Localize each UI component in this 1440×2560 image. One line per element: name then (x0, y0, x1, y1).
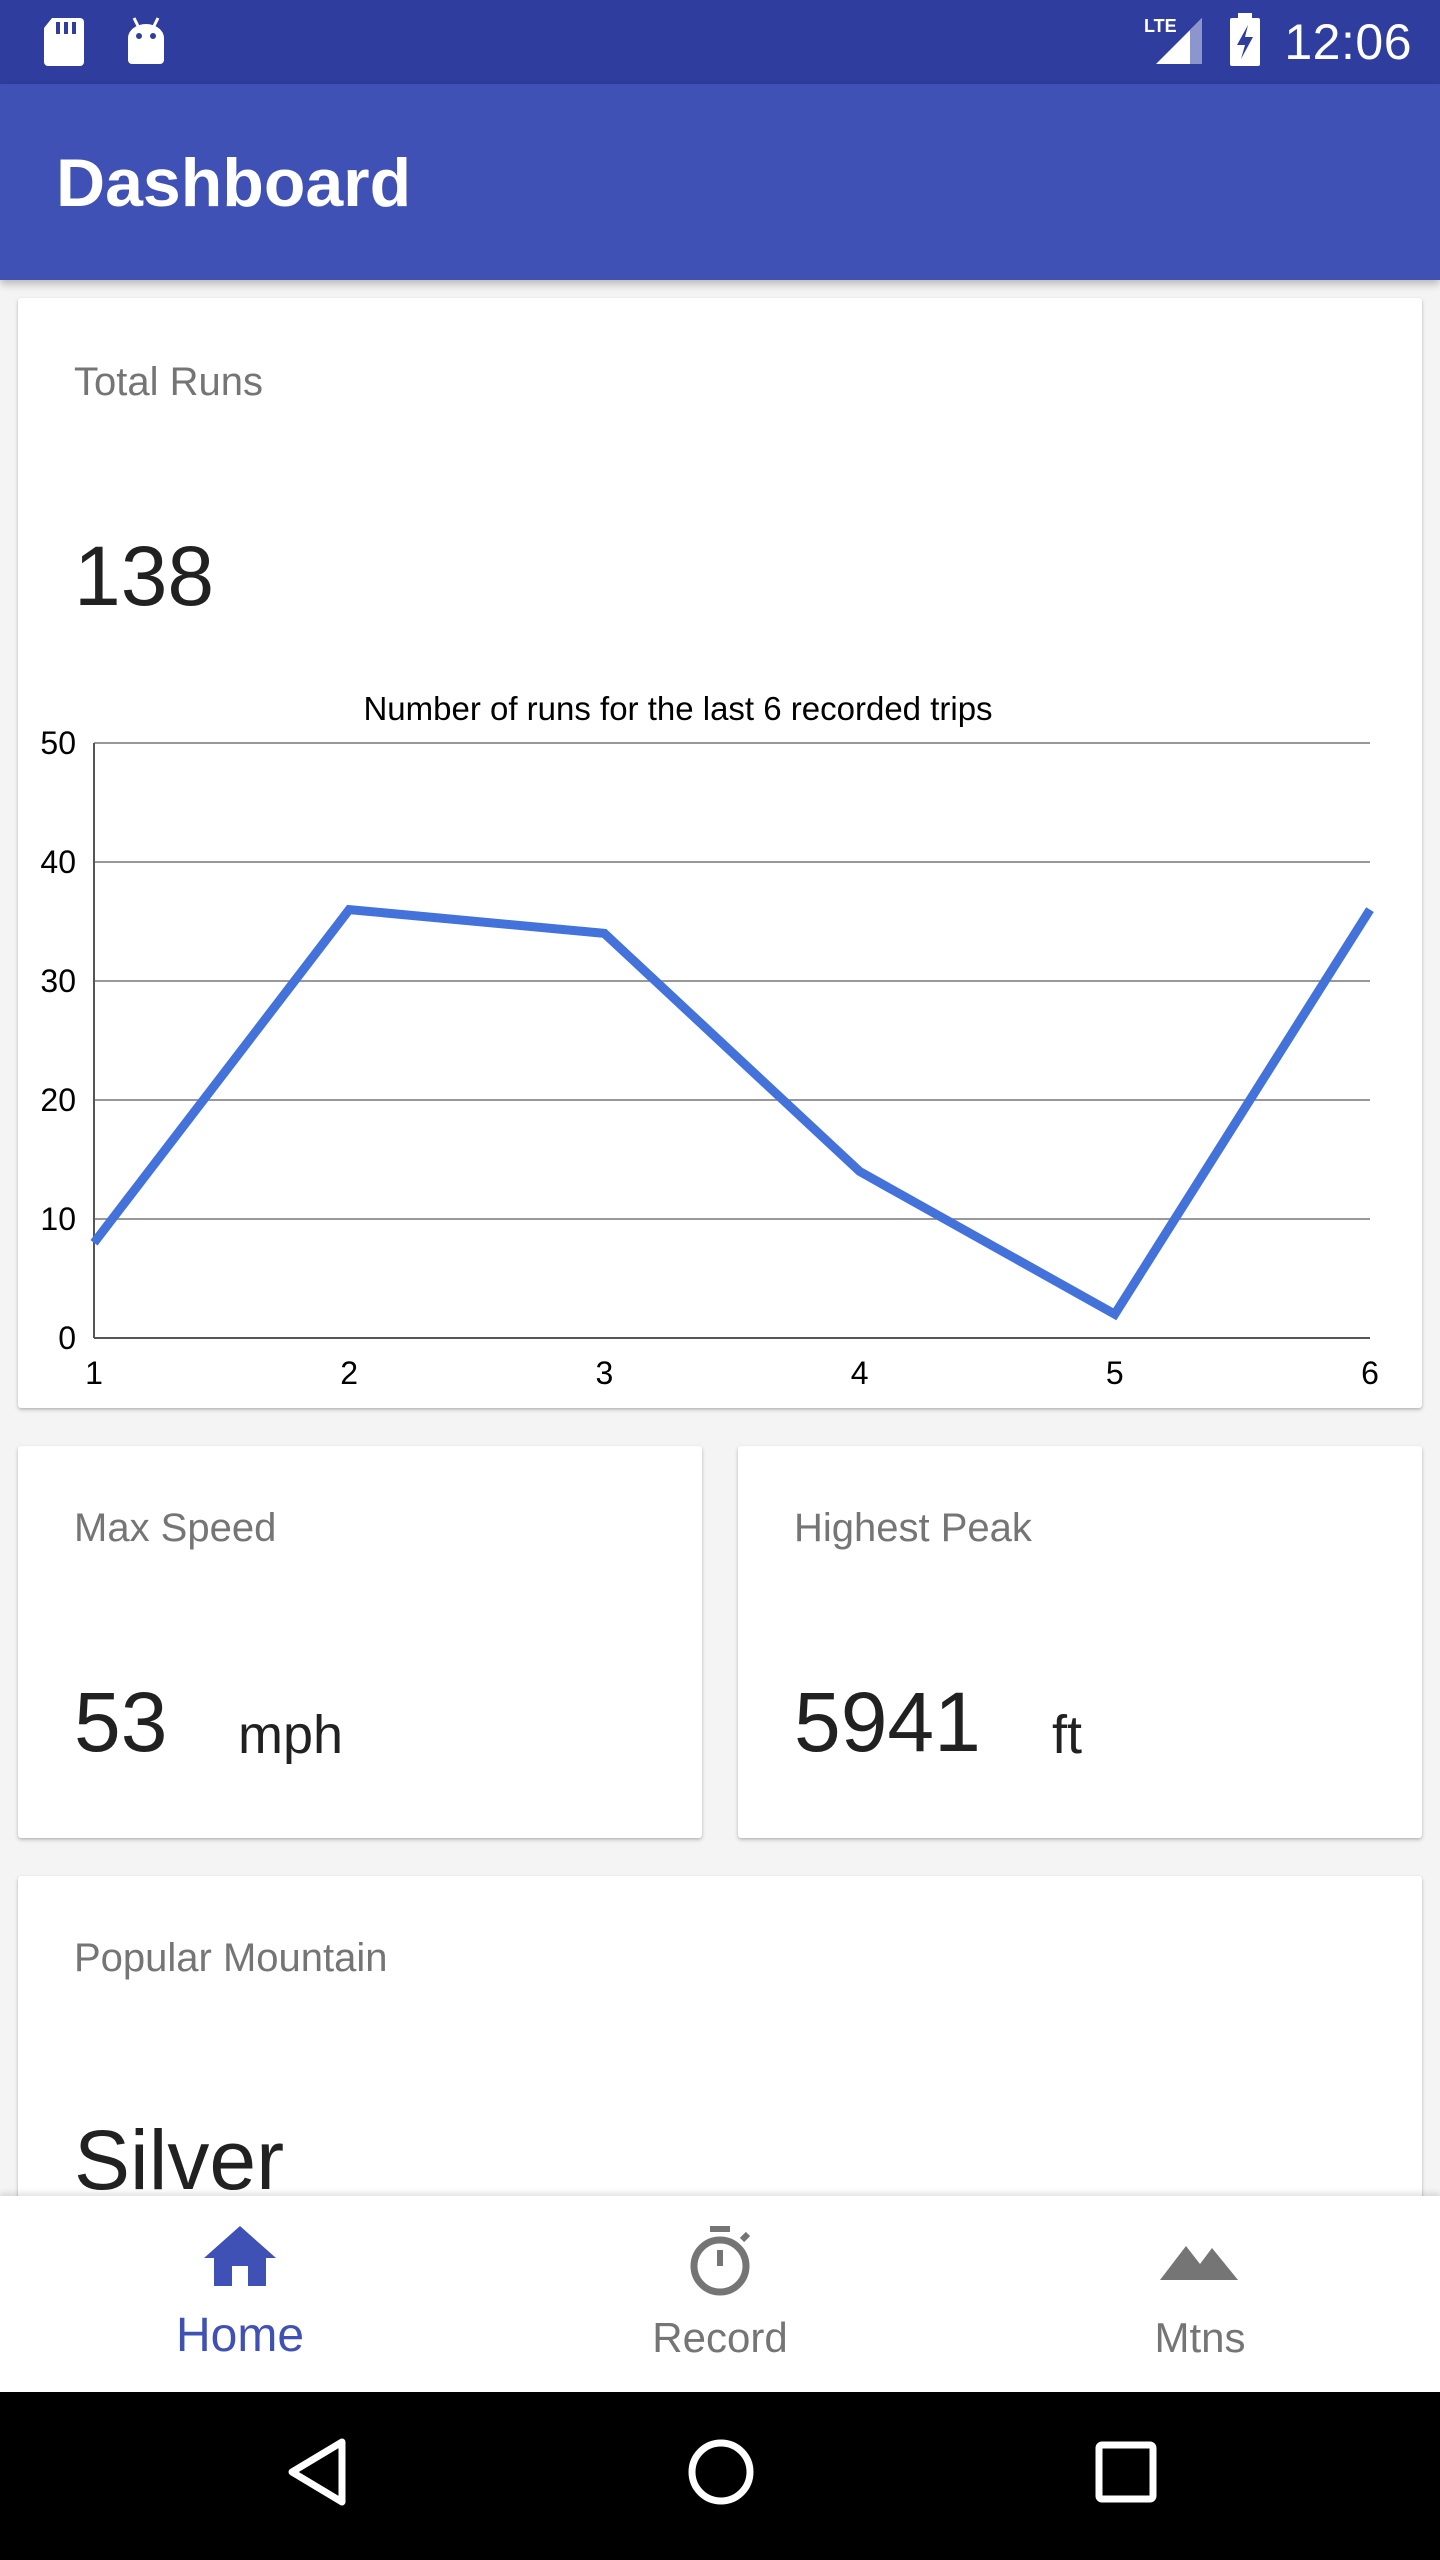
highest-peak-label: Highest Peak (794, 1506, 1032, 1550)
status-bar: LTE 12:06 (0, 0, 1440, 84)
chart-ytick-label: 30 (40, 963, 76, 999)
max-speed-unit: mph (238, 1705, 344, 1765)
status-right-group: LTE 12:06 (1142, 0, 1412, 84)
max-speed-value: 53 (74, 1675, 168, 1769)
home-icon (202, 2224, 278, 2293)
highest-peak-card: Highest Peak 5941 ft (738, 1446, 1422, 1838)
nav-record-label: Record (652, 2314, 788, 2361)
chart-ytick-label: 20 (40, 1082, 76, 1118)
popular-mountain-value: Silver (74, 2113, 285, 2207)
lte-signal-icon: LTE (1142, 14, 1206, 71)
runs-line-chart: Number of runs for the last 6 recorded t… (40, 690, 1379, 1391)
android-icon (124, 16, 168, 73)
nav-home-label: Home (175, 2309, 305, 2362)
max-speed-card: Max Speed 53 mph (18, 1446, 702, 1838)
nav-mtns[interactable]: Mtns (960, 2196, 1440, 2392)
chart-title: Number of runs for the last 6 recorded t… (363, 690, 992, 727)
highest-peak-unit: ft (1052, 1705, 1083, 1765)
total-runs-label: Total Runs (74, 360, 263, 404)
chart-series-line (90, 904, 1374, 1321)
nav-record[interactable]: Record (480, 2196, 960, 2392)
svg-text:LTE: LTE (1144, 16, 1177, 36)
home-circle-icon[interactable] (686, 2436, 756, 2513)
bottom-navigation: Home Record Mtns (0, 2196, 1440, 2392)
total-runs-value: 138 (74, 529, 215, 623)
max-speed-label: Max Speed (74, 1506, 277, 1550)
back-icon[interactable] (284, 2436, 350, 2513)
chart-ytick-label: 10 (40, 1201, 76, 1237)
app-bar: Dashboard (0, 84, 1440, 280)
nav-home[interactable]: Home (0, 2196, 480, 2392)
highest-peak-value: 5941 (794, 1675, 981, 1769)
chart-xtick-label: 1 (85, 1355, 103, 1391)
sd-card-icon (42, 16, 86, 73)
stopwatch-icon (684, 2224, 756, 2301)
chart-xtick-label: 3 (596, 1355, 614, 1391)
page-title: Dashboard (56, 145, 412, 221)
nav-mtns-label: Mtns (1154, 2314, 1246, 2361)
battery-charging-icon (1228, 12, 1262, 72)
chart-xtick-label: 6 (1361, 1355, 1379, 1391)
status-time: 12:06 (1284, 14, 1412, 70)
chart-xtick-label: 2 (340, 1355, 358, 1391)
chart-ytick-label: 50 (40, 725, 76, 761)
chart-ytick-label: 40 (40, 844, 76, 880)
popular-mountain-label: Popular Mountain (74, 1936, 388, 1980)
chart-xtick-label: 4 (851, 1355, 869, 1391)
chart-ytick-label: 0 (58, 1320, 76, 1356)
recents-icon[interactable] (1094, 2440, 1158, 2509)
chart-xtick-label: 5 (1106, 1355, 1124, 1391)
system-navigation-bar (0, 2392, 1440, 2560)
mountains-icon (1160, 2236, 1240, 2287)
total-runs-card: Total Runs 138 Number of runs for the la… (18, 298, 1422, 1408)
status-left-icons (42, 16, 168, 73)
